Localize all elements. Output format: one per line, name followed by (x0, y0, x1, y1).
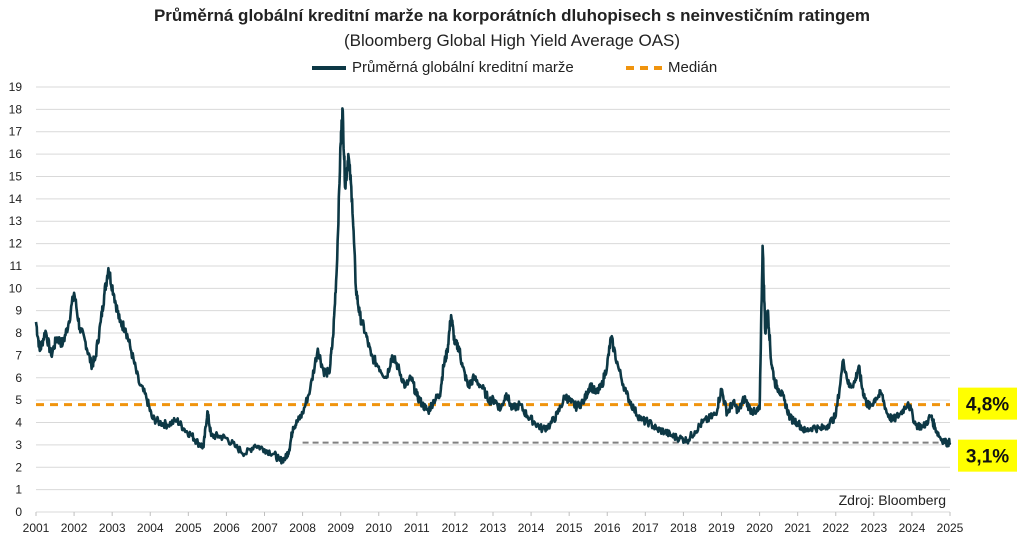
y-tick-label: 4 (15, 416, 22, 430)
x-tick-label: 2007 (251, 521, 278, 535)
reference-lines (36, 403, 950, 444)
x-tick-label: 2005 (175, 521, 202, 535)
callout-box (958, 439, 1017, 472)
y-tick-label: 8 (15, 326, 22, 340)
x-tick-label: 2010 (365, 521, 392, 535)
y-tick-label: 1 (15, 483, 22, 497)
y-tick-label: 12 (9, 237, 23, 251)
source-note: Zdroj: Bloomberg (839, 492, 946, 508)
value-callouts: 4,8% 3,1% (958, 387, 1017, 472)
y-tick-label: 14 (9, 192, 23, 206)
series-line-0 (34, 107, 952, 465)
legend-item-spread: Průměrná globální kreditní marže (312, 59, 574, 76)
x-tick-label: 2022 (822, 521, 849, 535)
x-tick-label: 2008 (289, 521, 316, 535)
y-tick-label: 7 (15, 348, 22, 362)
callout-label: 3,1% (966, 447, 1009, 468)
legend-label-median: Medián (668, 59, 718, 76)
x-tick-label: 2004 (137, 521, 164, 535)
legend-swatch-median (626, 65, 662, 70)
x-tick-label: 2011 (404, 521, 430, 535)
x-tick-label: 2017 (632, 521, 659, 535)
y-tick-label: 6 (15, 371, 22, 385)
grid-lines (36, 86, 950, 513)
y-tick-label: 9 (15, 304, 22, 318)
x-tick-label: 2006 (213, 521, 240, 535)
x-tick-label: 2013 (480, 521, 507, 535)
legend-label-spread: Průměrná globální kreditní marže (352, 59, 574, 76)
legend-item-median: Medián (626, 59, 717, 76)
y-tick-label: 2 (15, 460, 22, 474)
y-tick-label: 10 (9, 281, 23, 295)
x-tick-label: 2025 (937, 521, 964, 535)
x-tick-label: 2002 (61, 521, 88, 535)
series-group (34, 107, 952, 465)
x-tick-label: 2021 (784, 521, 811, 535)
y-tick-label: 16 (9, 147, 23, 161)
x-tick-label: 2014 (518, 521, 545, 535)
y-tick-label: 13 (9, 214, 23, 228)
legend-swatch-spread (312, 65, 346, 70)
y-tick-label: 15 (9, 169, 23, 183)
chart-title: Průměrná globální kreditní marže na korp… (153, 6, 871, 25)
x-tick-label: 2023 (860, 521, 887, 535)
y-tick-label: 18 (9, 102, 23, 116)
x-axis-ticks: 2001 2002 2003 2004 2005 2006 2007 2008 2009 2010… (23, 512, 964, 535)
y-tick-label: 0 (15, 505, 22, 519)
y-tick-label: 5 (15, 393, 22, 407)
x-tick-label: 2018 (670, 521, 697, 535)
chart-legend: Průměrná globální kreditní marže Medián (0, 59, 1024, 81)
callout-label: 4,8% (966, 395, 1009, 416)
x-tick-label: 2024 (899, 521, 926, 535)
y-tick-label: 19 (9, 80, 23, 94)
x-tick-label: 2001 (23, 521, 50, 535)
x-tick-label: 2012 (442, 521, 469, 535)
y-tick-label: 3 (15, 438, 22, 452)
chart-subtitle: (Bloomberg Global High Yield Average OAS… (343, 31, 681, 50)
callout-box (958, 387, 1017, 420)
x-tick-label: 2016 (594, 521, 621, 535)
x-tick-label: 2019 (708, 521, 735, 535)
x-tick-label: 2003 (99, 521, 126, 535)
x-tick-label: 2015 (556, 521, 583, 535)
x-tick-label: 2020 (746, 521, 773, 535)
y-tick-label: 17 (9, 125, 23, 139)
y-tick-label: 11 (10, 259, 23, 273)
x-tick-label: 2009 (327, 521, 354, 535)
